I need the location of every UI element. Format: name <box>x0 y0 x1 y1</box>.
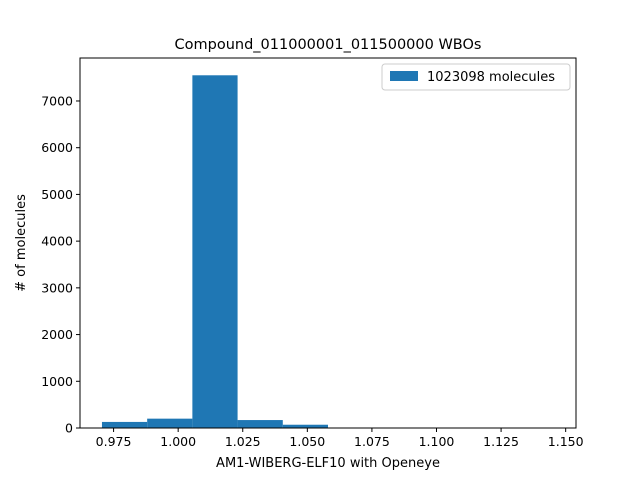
histogram-bar <box>147 418 193 428</box>
legend-frame <box>381 63 571 91</box>
y-tick-label: 5000 <box>41 187 73 202</box>
legend: 1023098 molecules <box>381 63 571 91</box>
x-tick-label: 1.025 <box>225 434 261 449</box>
histogram-bar <box>101 421 148 428</box>
plot-frame <box>79 57 577 429</box>
y-tick-label: 2000 <box>41 327 73 342</box>
x-tick-label: 0.975 <box>96 434 132 449</box>
x-tick-label: 1.075 <box>354 434 390 449</box>
x-tick-label: 1.125 <box>483 434 519 449</box>
x-axis-label: AM1-WIBERG-ELF10 with Openeye <box>216 456 440 471</box>
y-axis-label: # of molecules <box>14 194 29 292</box>
y-tick-label: 7000 <box>41 93 73 108</box>
histogram-bar <box>282 424 328 428</box>
histogram-bars <box>101 75 555 429</box>
legend-swatch <box>390 71 418 81</box>
x-tick-label: 1.000 <box>160 434 196 449</box>
y-tick-label: 4000 <box>41 234 73 249</box>
histogram-bar <box>192 75 238 429</box>
x-tick-label: 1.050 <box>289 434 325 449</box>
x-tick-label: 1.100 <box>419 434 455 449</box>
chart-title: Compound_011000001_011500000 WBOs <box>175 37 482 53</box>
y-tick-label: 1000 <box>41 374 73 389</box>
y-axis-ticks: 0 1000 2000 3000 4000 5000 6000 7000 <box>41 93 80 436</box>
x-axis-ticks: 0.975 1.000 1.025 1.050 1.075 1.100 1.125 1.150 <box>96 428 584 449</box>
y-tick-label: 3000 <box>41 280 73 295</box>
histogram-bar <box>237 420 283 428</box>
legend-label: 1023098 molecules <box>427 70 555 85</box>
y-tick-label: 0 <box>65 421 73 436</box>
x-tick-label: 1.150 <box>548 434 584 449</box>
y-tick-label: 6000 <box>41 140 73 155</box>
